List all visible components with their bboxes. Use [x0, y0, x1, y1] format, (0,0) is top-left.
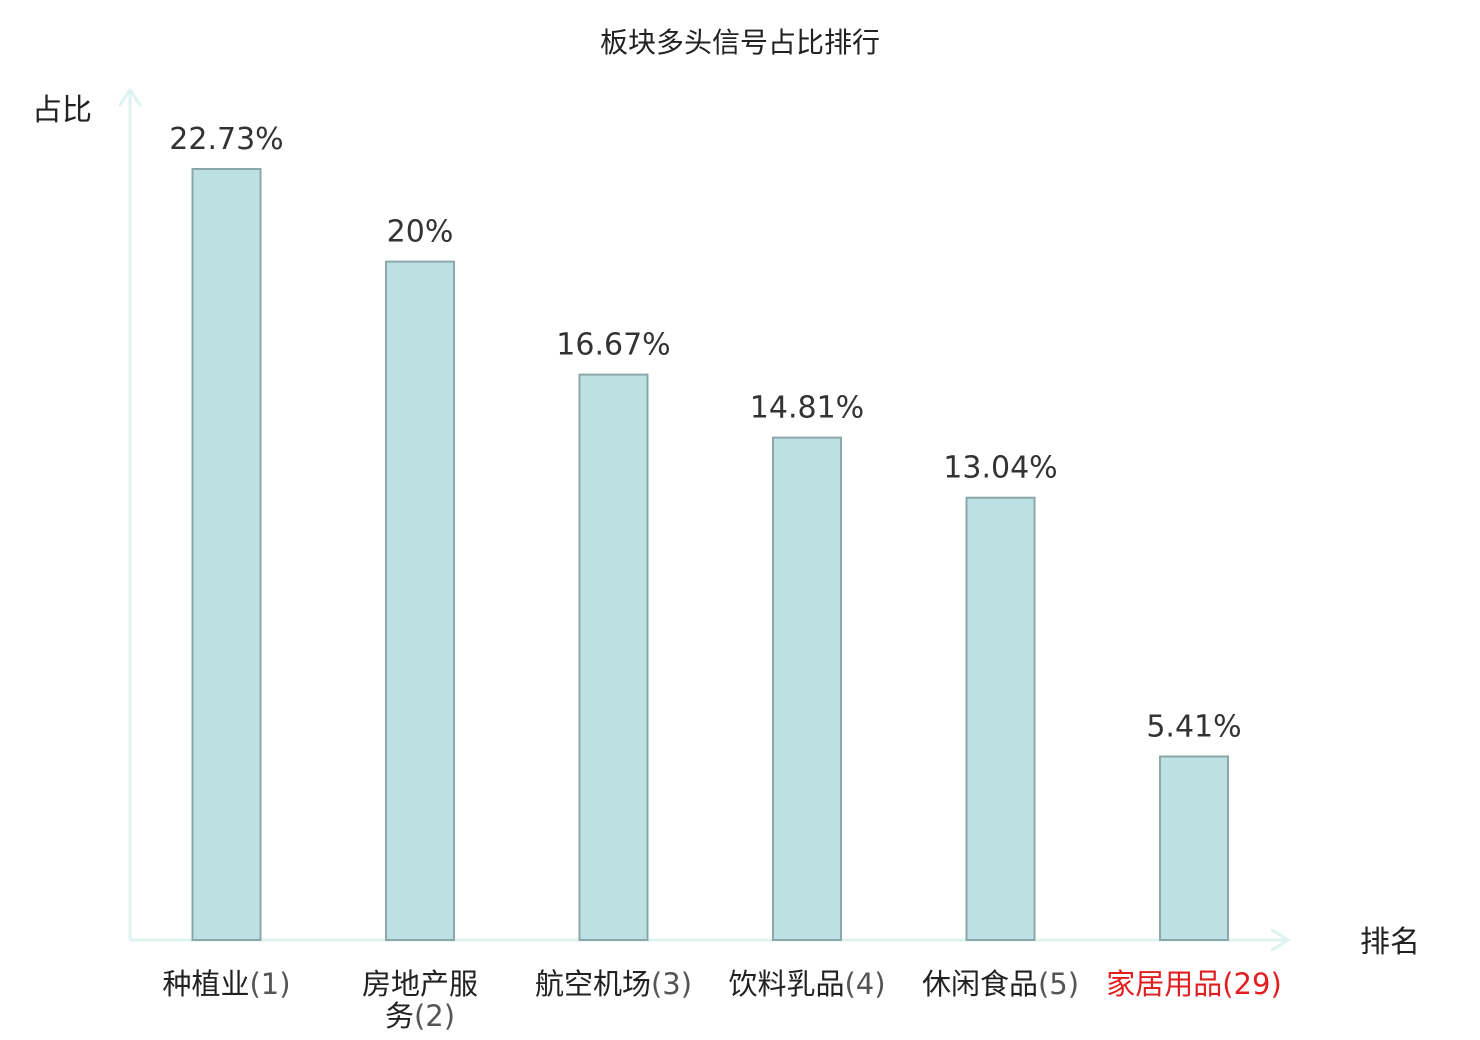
- category-label-line: 务(2): [385, 999, 455, 1033]
- category-rank: (3): [651, 967, 692, 1001]
- bar-3: [578, 373, 649, 942]
- category-label-line: 航空机场(3): [535, 967, 692, 1001]
- category-label-line: 家居用品(29): [1106, 967, 1282, 1001]
- bar-6: [1159, 755, 1229, 941]
- category-rank: (2): [414, 999, 455, 1033]
- category-label-3: 航空机场(3): [535, 967, 692, 1001]
- value-label-6: 5.41%: [1146, 710, 1241, 745]
- category-label-line: 休闲食品(5): [922, 967, 1079, 1001]
- value-label-1: 22.73%: [169, 122, 283, 157]
- category-label-line: 种植业(1): [162, 967, 290, 1001]
- value-label-5: 13.04%: [943, 451, 1057, 486]
- category-label-5: 休闲食品(5): [922, 967, 1079, 1001]
- category-rank: (5): [1038, 967, 1079, 1001]
- y-axis-label: 占比: [32, 93, 92, 128]
- category-name: 房地产服: [362, 967, 478, 1001]
- y-axis-arrow: [118, 87, 142, 107]
- category-rank: (4): [844, 967, 885, 1001]
- category-name: 务: [385, 999, 414, 1033]
- category-rank: (29): [1222, 967, 1282, 1001]
- axes: 占比 排名: [32, 87, 1420, 960]
- category-label-1: 种植业(1): [162, 967, 290, 1001]
- bars-group: [191, 168, 1229, 942]
- bar-2: [385, 260, 455, 942]
- bar-1: [191, 168, 262, 941]
- category-name: 饮料乳品: [728, 967, 844, 1001]
- category-rank: (1): [249, 967, 290, 1001]
- category-name: 种植业: [162, 967, 249, 1001]
- value-label-2: 20%: [387, 215, 454, 250]
- x-axis-arrow: [1270, 928, 1291, 952]
- category-label-4: 饮料乳品(4): [728, 967, 885, 1001]
- chart-title: 板块多头信号占比排行: [600, 26, 880, 59]
- category-name: 家居用品: [1106, 967, 1222, 1001]
- bar-5: [965, 496, 1036, 941]
- category-label-line: 房地产服: [362, 967, 478, 1001]
- value-label-4: 14.81%: [750, 391, 864, 426]
- value-label-3: 16.67%: [556, 328, 670, 363]
- category-label-line: 饮料乳品(4): [728, 967, 885, 1001]
- x-axis-label: 排名: [1360, 925, 1420, 960]
- category-label-6: 家居用品(29): [1106, 967, 1282, 1001]
- category-name: 航空机场: [535, 967, 651, 1001]
- bar-4: [772, 436, 842, 941]
- value-labels-group: 22.73% 20% 16.67% 14.81% 13.04% 5.41%: [169, 122, 1241, 745]
- category-name: 休闲食品: [922, 967, 1038, 1001]
